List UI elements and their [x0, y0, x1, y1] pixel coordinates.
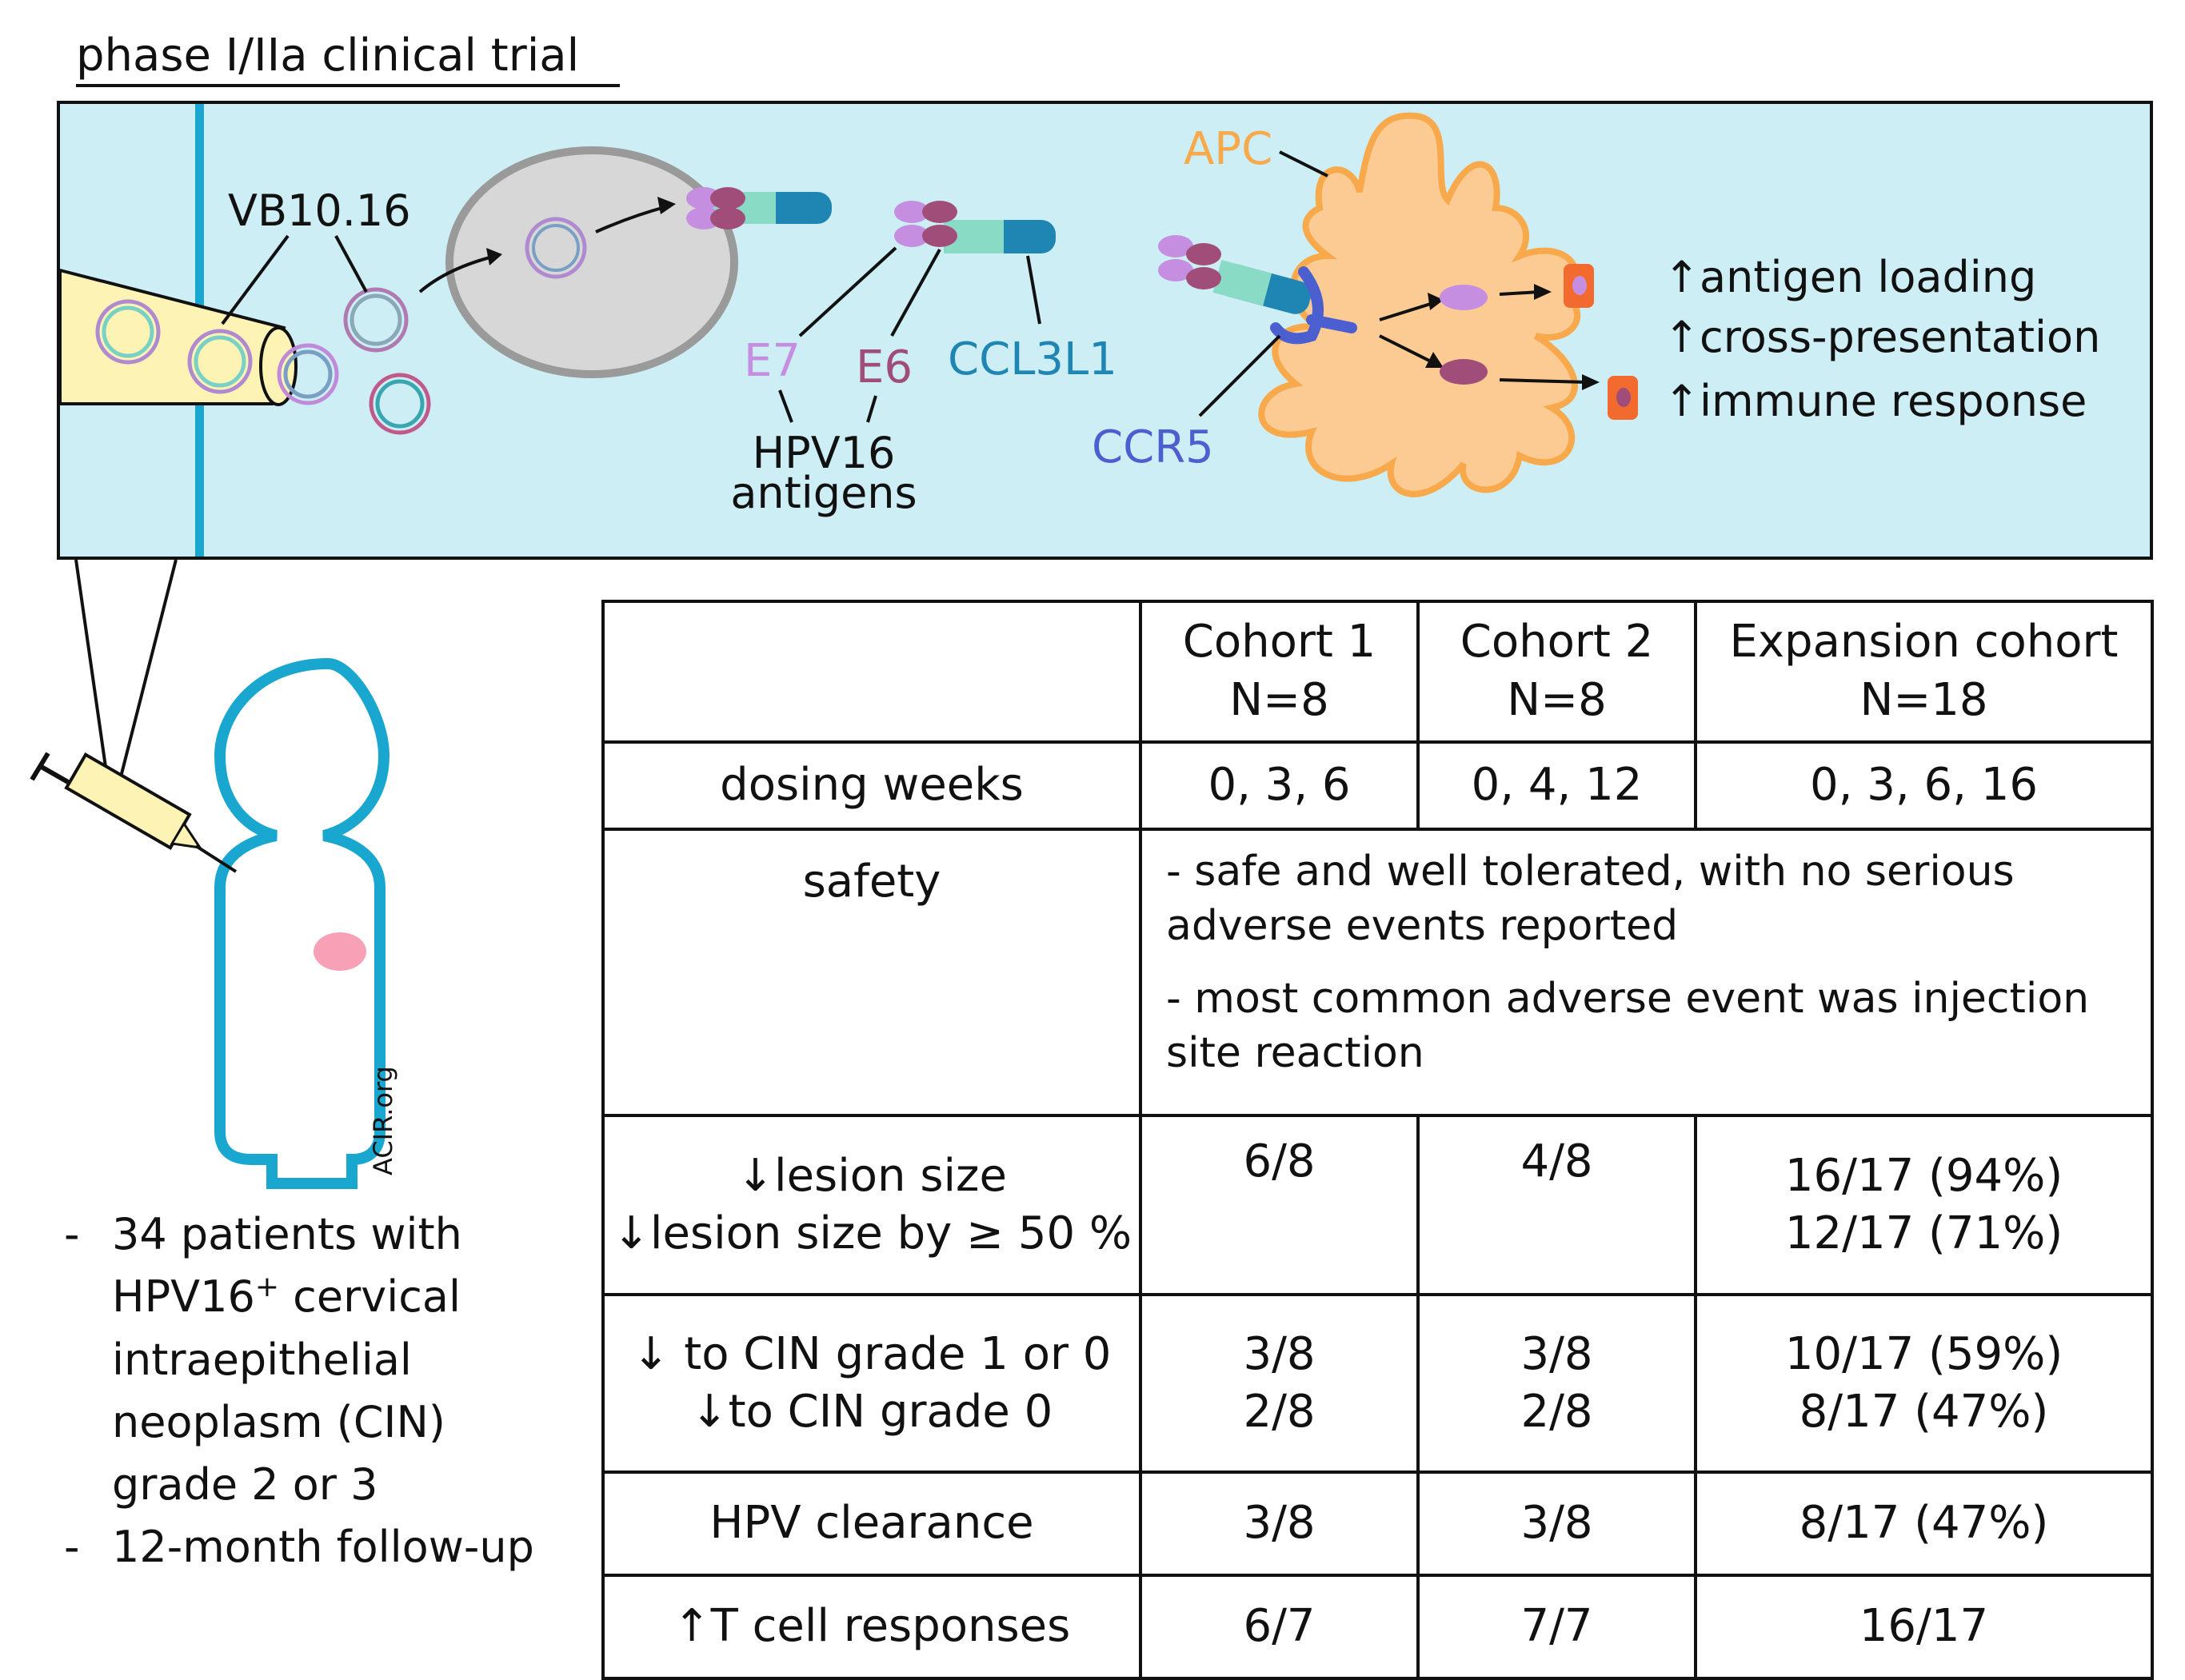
figure: phase I/IIa clinical trial VB10.16	[30, 30, 2154, 1680]
table-row: safety - safe and well tolerated, with n…	[601, 827, 2154, 1118]
row-label: ↑T cell responses	[601, 1574, 1142, 1680]
table-cell: 6/7	[1139, 1574, 1420, 1680]
antigen-group-label: antigens	[730, 468, 917, 518]
apc-cell	[1258, 112, 1581, 497]
plasmid-icon	[95, 299, 161, 365]
table-row: HPV clearance 3/8 3/8 8/17 (47%)	[601, 1470, 2154, 1578]
credit-label: ACIR.org	[368, 1066, 398, 1175]
column-header: Cohort 2 N=8	[1416, 600, 1697, 744]
followup-text: 12-month follow-up	[112, 1522, 534, 1573]
bound-fusion-protein-icon	[1158, 235, 1312, 314]
table-cell: 6/8	[1139, 1114, 1420, 1297]
syringe-icon	[30, 752, 238, 873]
e6-peptide-icon	[1440, 359, 1488, 385]
table-cell: 0, 3, 6, 16	[1694, 740, 2154, 831]
table-cell: 8/17 (47%)	[1694, 1470, 2154, 1578]
patient-note-item: - 12-month follow-up	[64, 1516, 534, 1578]
ccr5-receptor-icon	[1270, 266, 1357, 345]
effect-immune-response: immune response	[1700, 376, 2087, 426]
e7-peptide-icon	[1440, 285, 1488, 310]
table-row: ↓lesion size ↓lesion size by ≥ 50 % 6/8 4…	[601, 1114, 2154, 1297]
plasmid-icon	[369, 373, 431, 435]
patient-note-text: 34 patients with HPV16+ cervical intraep…	[112, 1209, 462, 1510]
figure-title: phase I/IIa clinical trial	[76, 30, 579, 82]
effect-antigen-loading: antigen loading	[1700, 252, 2036, 302]
plasmid-icon	[343, 287, 409, 353]
table-cell: 3/8	[1139, 1470, 1420, 1578]
table-cell: 7/7	[1416, 1574, 1697, 1680]
patient-note-item: - 34 patients with HPV16+ cervical intra…	[64, 1203, 534, 1516]
corner-cell	[601, 600, 1142, 744]
vaccine-pointer	[334, 235, 368, 293]
e6-label: E6	[856, 341, 913, 393]
table-cell: 16/17	[1694, 1574, 2154, 1680]
table-cell: 16/17 (94%) 12/17 (71%)	[1694, 1114, 2154, 1297]
vaccine-label: VB10.16	[228, 186, 411, 236]
table-cell: 0, 4, 12	[1416, 740, 1697, 831]
patient-notes: - 34 patients with HPV16+ cervical intra…	[64, 1203, 534, 1579]
table-row: ↓ to CIN grade 1 or 0 ↓to CIN grade 0 3/8…	[601, 1293, 2154, 1474]
safety-cell: - safe and well tolerated, with no serio…	[1139, 827, 2154, 1118]
lesion-icon	[314, 932, 366, 971]
effect-arrow: ↑	[1664, 376, 1700, 426]
plasmid-icon	[525, 217, 587, 279]
row-label: HPV clearance	[601, 1470, 1142, 1578]
effect-arrow: ↑	[1664, 252, 1700, 302]
results-table: Cohort 1 N=8 Cohort 2 N=8 Expansion cohort…	[601, 600, 2154, 1680]
patient-body	[214, 657, 390, 1189]
effect-cross-presentation: cross-presentation	[1700, 312, 2100, 362]
row-label: ↓lesion size ↓lesion size by ≥ 50 %	[601, 1114, 1142, 1297]
plasmid-icon	[277, 343, 339, 405]
fusion-protein-icon	[686, 187, 832, 229]
table-cell: 3/8	[1416, 1470, 1697, 1578]
column-header: Expansion cohort N=18	[1694, 600, 2154, 744]
illustration: phase I/IIa clinical trial VB10.16	[30, 30, 2153, 1189]
row-label: safety	[601, 827, 1142, 1118]
note-dash: -	[64, 1209, 80, 1259]
plasmid-group	[95, 287, 431, 435]
effect-arrow: ↑	[1664, 312, 1700, 362]
table-cell: 4/8	[1416, 1114, 1697, 1297]
table-cell: 3/8 2/8	[1416, 1293, 1697, 1474]
note-dash: -	[64, 1522, 80, 1573]
vaccine-pointer	[221, 234, 290, 325]
table-header-row: Cohort 1 N=8 Cohort 2 N=8 Expansion cohort…	[601, 600, 2154, 744]
ccr5-label: CCR5	[1092, 421, 1214, 473]
row-label: dosing weeks	[601, 740, 1142, 831]
secreted-fusion-protein-icon	[894, 201, 1056, 253]
row-label: ↓ to CIN grade 1 or 0 ↓to CIN grade 0	[601, 1293, 1142, 1474]
table-row: dosing weeks 0, 3, 6 0, 4, 12 0, 3, 6, 1…	[601, 740, 2154, 831]
table-cell: 0, 3, 6	[1139, 740, 1420, 831]
mechanism-panel	[57, 101, 2153, 560]
plasmid-icon	[187, 329, 253, 394]
table-cell: 3/8 2/8	[1139, 1293, 1420, 1474]
ccl3l1-label: CCL3L1	[948, 333, 1117, 385]
apc-label: APC	[1184, 123, 1272, 175]
e7-label: E7	[744, 335, 801, 387]
table-cell: 10/17 (59%) 8/17 (47%)	[1694, 1293, 2154, 1474]
table-row: ↑T cell responses 6/7 7/7 16/17	[601, 1574, 2154, 1680]
column-header: Cohort 1 N=8	[1139, 600, 1420, 744]
antigen-group-label: HPV16	[753, 428, 896, 478]
uptake-arrow	[418, 254, 497, 293]
